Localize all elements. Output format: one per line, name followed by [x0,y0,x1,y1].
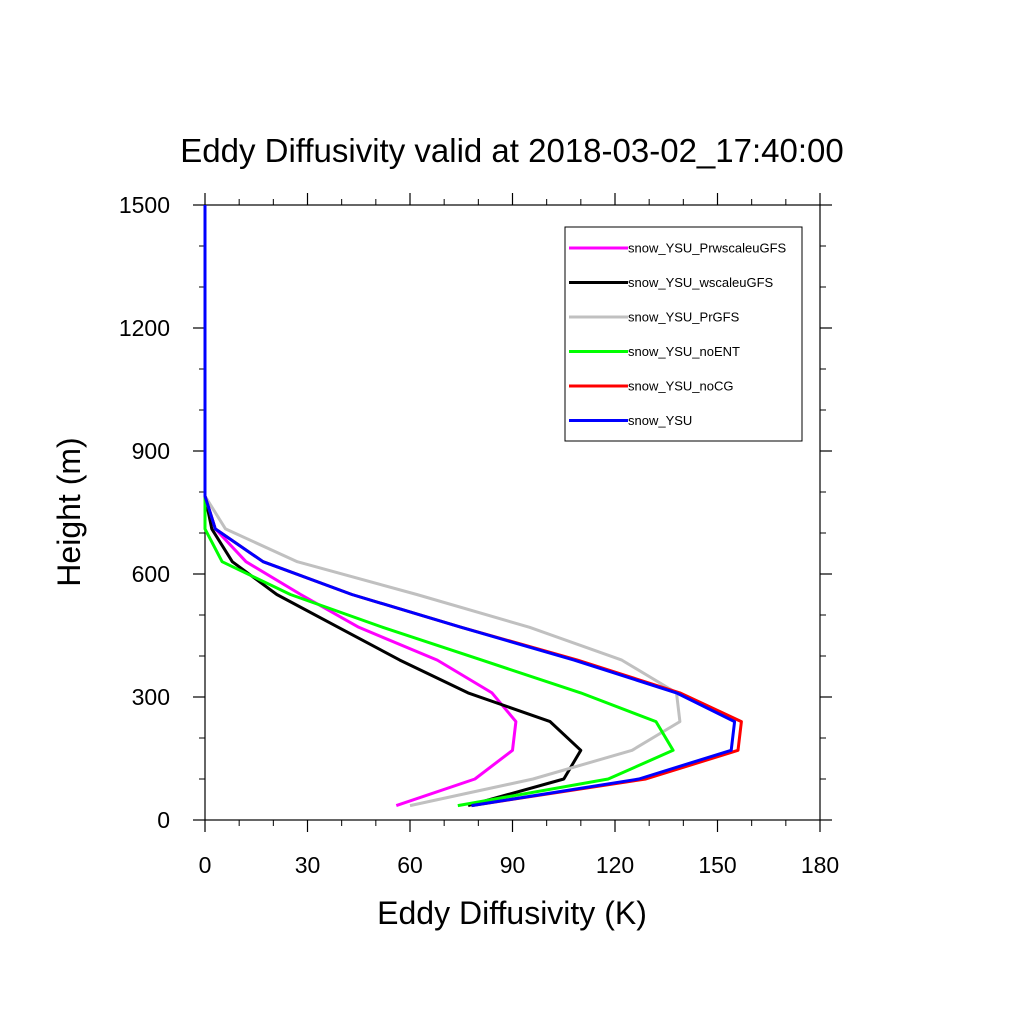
legend-label: snow_YSU_PrwscaleuGFS [628,241,787,256]
x-tick-label: 180 [801,852,839,878]
series-line-snow_YSU_PrwscaleuGFS [203,205,518,808]
legend: snow_YSU_PrwscaleuGFS snow_YSU_wscaleuGFS… [564,226,803,442]
y-tick-label: 900 [132,438,170,464]
x-tick-label: 60 [397,852,423,878]
x-tick-label: 90 [500,852,526,878]
tick-labels: 0 30 60 90 120 150 180 0 300 600 900 1200 1500 [119,192,839,878]
x-axis-label: Eddy Diffusivity (K) [377,895,647,931]
y-tick-label: 600 [132,561,170,587]
legend-label: snow_YSU_wscaleuGFS [628,275,774,290]
legend-label: snow_YSU_noCG [628,379,734,394]
y-tick-label: 1200 [119,315,170,341]
axis-ticks [193,193,832,832]
series-lines [203,205,743,808]
legend-label: snow_YSU_PrGFS [628,310,740,325]
x-tick-label: 0 [199,852,212,878]
y-axis-label: Height (m) [51,437,87,586]
series-line-snow_YSU [203,205,737,808]
y-tick-label: 1500 [119,192,170,218]
legend-box [564,226,803,442]
series-line-snow_YSU_wscaleuGFS [203,205,583,808]
legend-label: snow_YSU [628,413,692,428]
legend-label: snow_YSU_noENT [628,344,740,359]
chart-title: Eddy Diffusivity valid at 2018-03-02_17:… [180,132,843,169]
x-tick-label: 30 [295,852,321,878]
x-tick-label: 120 [596,852,634,878]
y-tick-label: 300 [132,684,170,710]
x-tick-label: 150 [698,852,736,878]
y-tick-label: 0 [157,807,170,833]
